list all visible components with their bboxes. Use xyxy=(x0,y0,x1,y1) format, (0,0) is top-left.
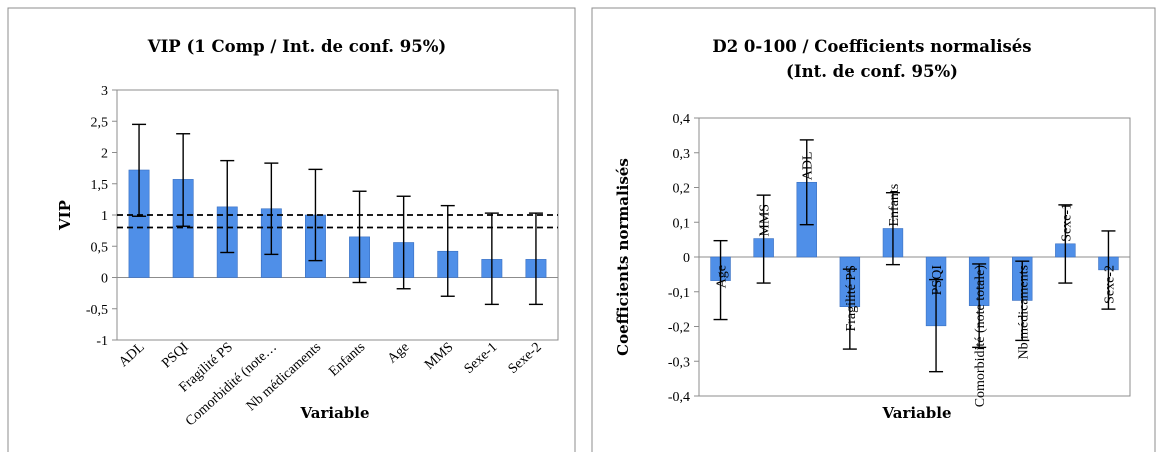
right-error-bar xyxy=(972,263,987,349)
right-y-tick-label: 0,2 xyxy=(673,182,691,197)
right-category-label: Fragilité PS xyxy=(844,265,859,332)
coefficients-chart-title-line-2: (Int. de conf. 95%) xyxy=(786,62,958,81)
coefficients-x-axis-title: Variable xyxy=(881,404,951,422)
coefficients-chart-title-line-1: D2 0-100 / Coefficients normalisés xyxy=(712,37,1031,56)
left-error-bar xyxy=(352,190,367,284)
coefficients-y-axis-title: Coefficients normalisés xyxy=(614,158,632,356)
left-y-tick-label: 3 xyxy=(101,84,108,99)
right-error-bar xyxy=(1015,260,1030,342)
right-category-label: Enfants xyxy=(887,184,902,227)
right-error-bar xyxy=(713,239,728,321)
left-category-label: ADL xyxy=(116,340,147,370)
right-category-label: ADL xyxy=(801,152,816,181)
vip-reference-lines xyxy=(117,214,558,229)
right-category-label: Comorbidité (note totale) xyxy=(973,265,988,408)
left-y-tick-label: -1 xyxy=(96,334,108,349)
right-category-label: Sexe-1 xyxy=(1059,203,1074,242)
left-error-bar xyxy=(440,204,455,297)
right-y-tick-label: 0,3 xyxy=(673,147,691,162)
left-category-label: Age xyxy=(385,340,412,367)
right-y-tick-label: -0,1 xyxy=(668,286,690,301)
right-error-bar xyxy=(1101,230,1116,310)
left-y-tick-label: -0,5 xyxy=(86,303,108,318)
right-category-label: Nb médicaments xyxy=(1016,265,1031,359)
coefficients-bars xyxy=(710,139,1119,373)
left-y-tick-label: 2 xyxy=(101,147,108,162)
vip-x-axis-title: Variable xyxy=(299,404,369,422)
right-error-bar xyxy=(1058,204,1073,284)
right-error-bar xyxy=(929,278,944,373)
left-category-label: Enfants xyxy=(326,340,368,380)
left-error-bar xyxy=(396,195,411,290)
right-error-bar xyxy=(799,139,814,226)
left-category-label: Sexe-2 xyxy=(506,340,545,377)
right-y-tick-label: -0,3 xyxy=(668,355,690,370)
vip-y-axis-title: VIP xyxy=(56,200,74,231)
vip-y-axis: -1 -0,5 0 0,5 1 1,5 2 2,5 3 xyxy=(86,84,558,349)
right-y-tick-label: 0,1 xyxy=(673,216,691,231)
vip-chart: VIP (1 Comp / Int. de conf. 95%) -1 -0,5 0… xyxy=(56,37,559,429)
left-error-bar xyxy=(132,123,147,217)
right-y-tick-label: -0,2 xyxy=(668,321,690,336)
left-y-tick-label: 0,5 xyxy=(91,240,109,255)
left-y-tick-label: 2,5 xyxy=(91,115,109,130)
right-category-label: MMS xyxy=(758,204,773,237)
right-error-bar xyxy=(842,268,857,350)
left-y-tick-label: 1 xyxy=(101,209,108,224)
right-category-label: Sexe-2 xyxy=(1102,265,1117,304)
left-category-label: PSQI xyxy=(159,340,192,372)
right-panel-frame xyxy=(591,7,1156,452)
left-error-bar xyxy=(264,162,279,256)
vip-bars xyxy=(128,123,547,306)
left-y-tick-label: 1,5 xyxy=(91,178,109,193)
right-category-label: Age xyxy=(715,265,730,288)
right-error-bar xyxy=(756,194,771,284)
left-error-bar xyxy=(308,168,323,262)
left-category-label: MMS xyxy=(422,340,456,373)
left-error-bar xyxy=(528,212,543,306)
right-error-bar xyxy=(885,192,900,266)
coefficients-chart: D2 0-100 / Coefficients normalisés (Int.… xyxy=(614,37,1131,422)
right-category-label: PSQI xyxy=(930,265,945,296)
right-y-tick-label: 0,4 xyxy=(673,112,691,127)
left-error-bar xyxy=(220,159,235,254)
vip-chart-title: VIP (1 Comp / Int. de conf. 95%) xyxy=(147,37,446,56)
left-y-tick-label: 0 xyxy=(101,272,108,287)
right-y-tick-label: -0,4 xyxy=(668,390,690,405)
left-category-label: Sexe-1 xyxy=(462,340,501,377)
left-panel-frame xyxy=(7,7,576,452)
left-error-bar xyxy=(176,133,191,227)
coefficients-y-axis: -0,4 -0,3 -0,2 -0,1 0 0,1 0,2 0,3 0,4 xyxy=(668,112,1130,405)
coefficients-x-axis: Age MMS ADL Fragilité PS Enfants PSQI Comorbid… xyxy=(715,152,1118,408)
right-y-tick-label: 0 xyxy=(683,251,690,266)
